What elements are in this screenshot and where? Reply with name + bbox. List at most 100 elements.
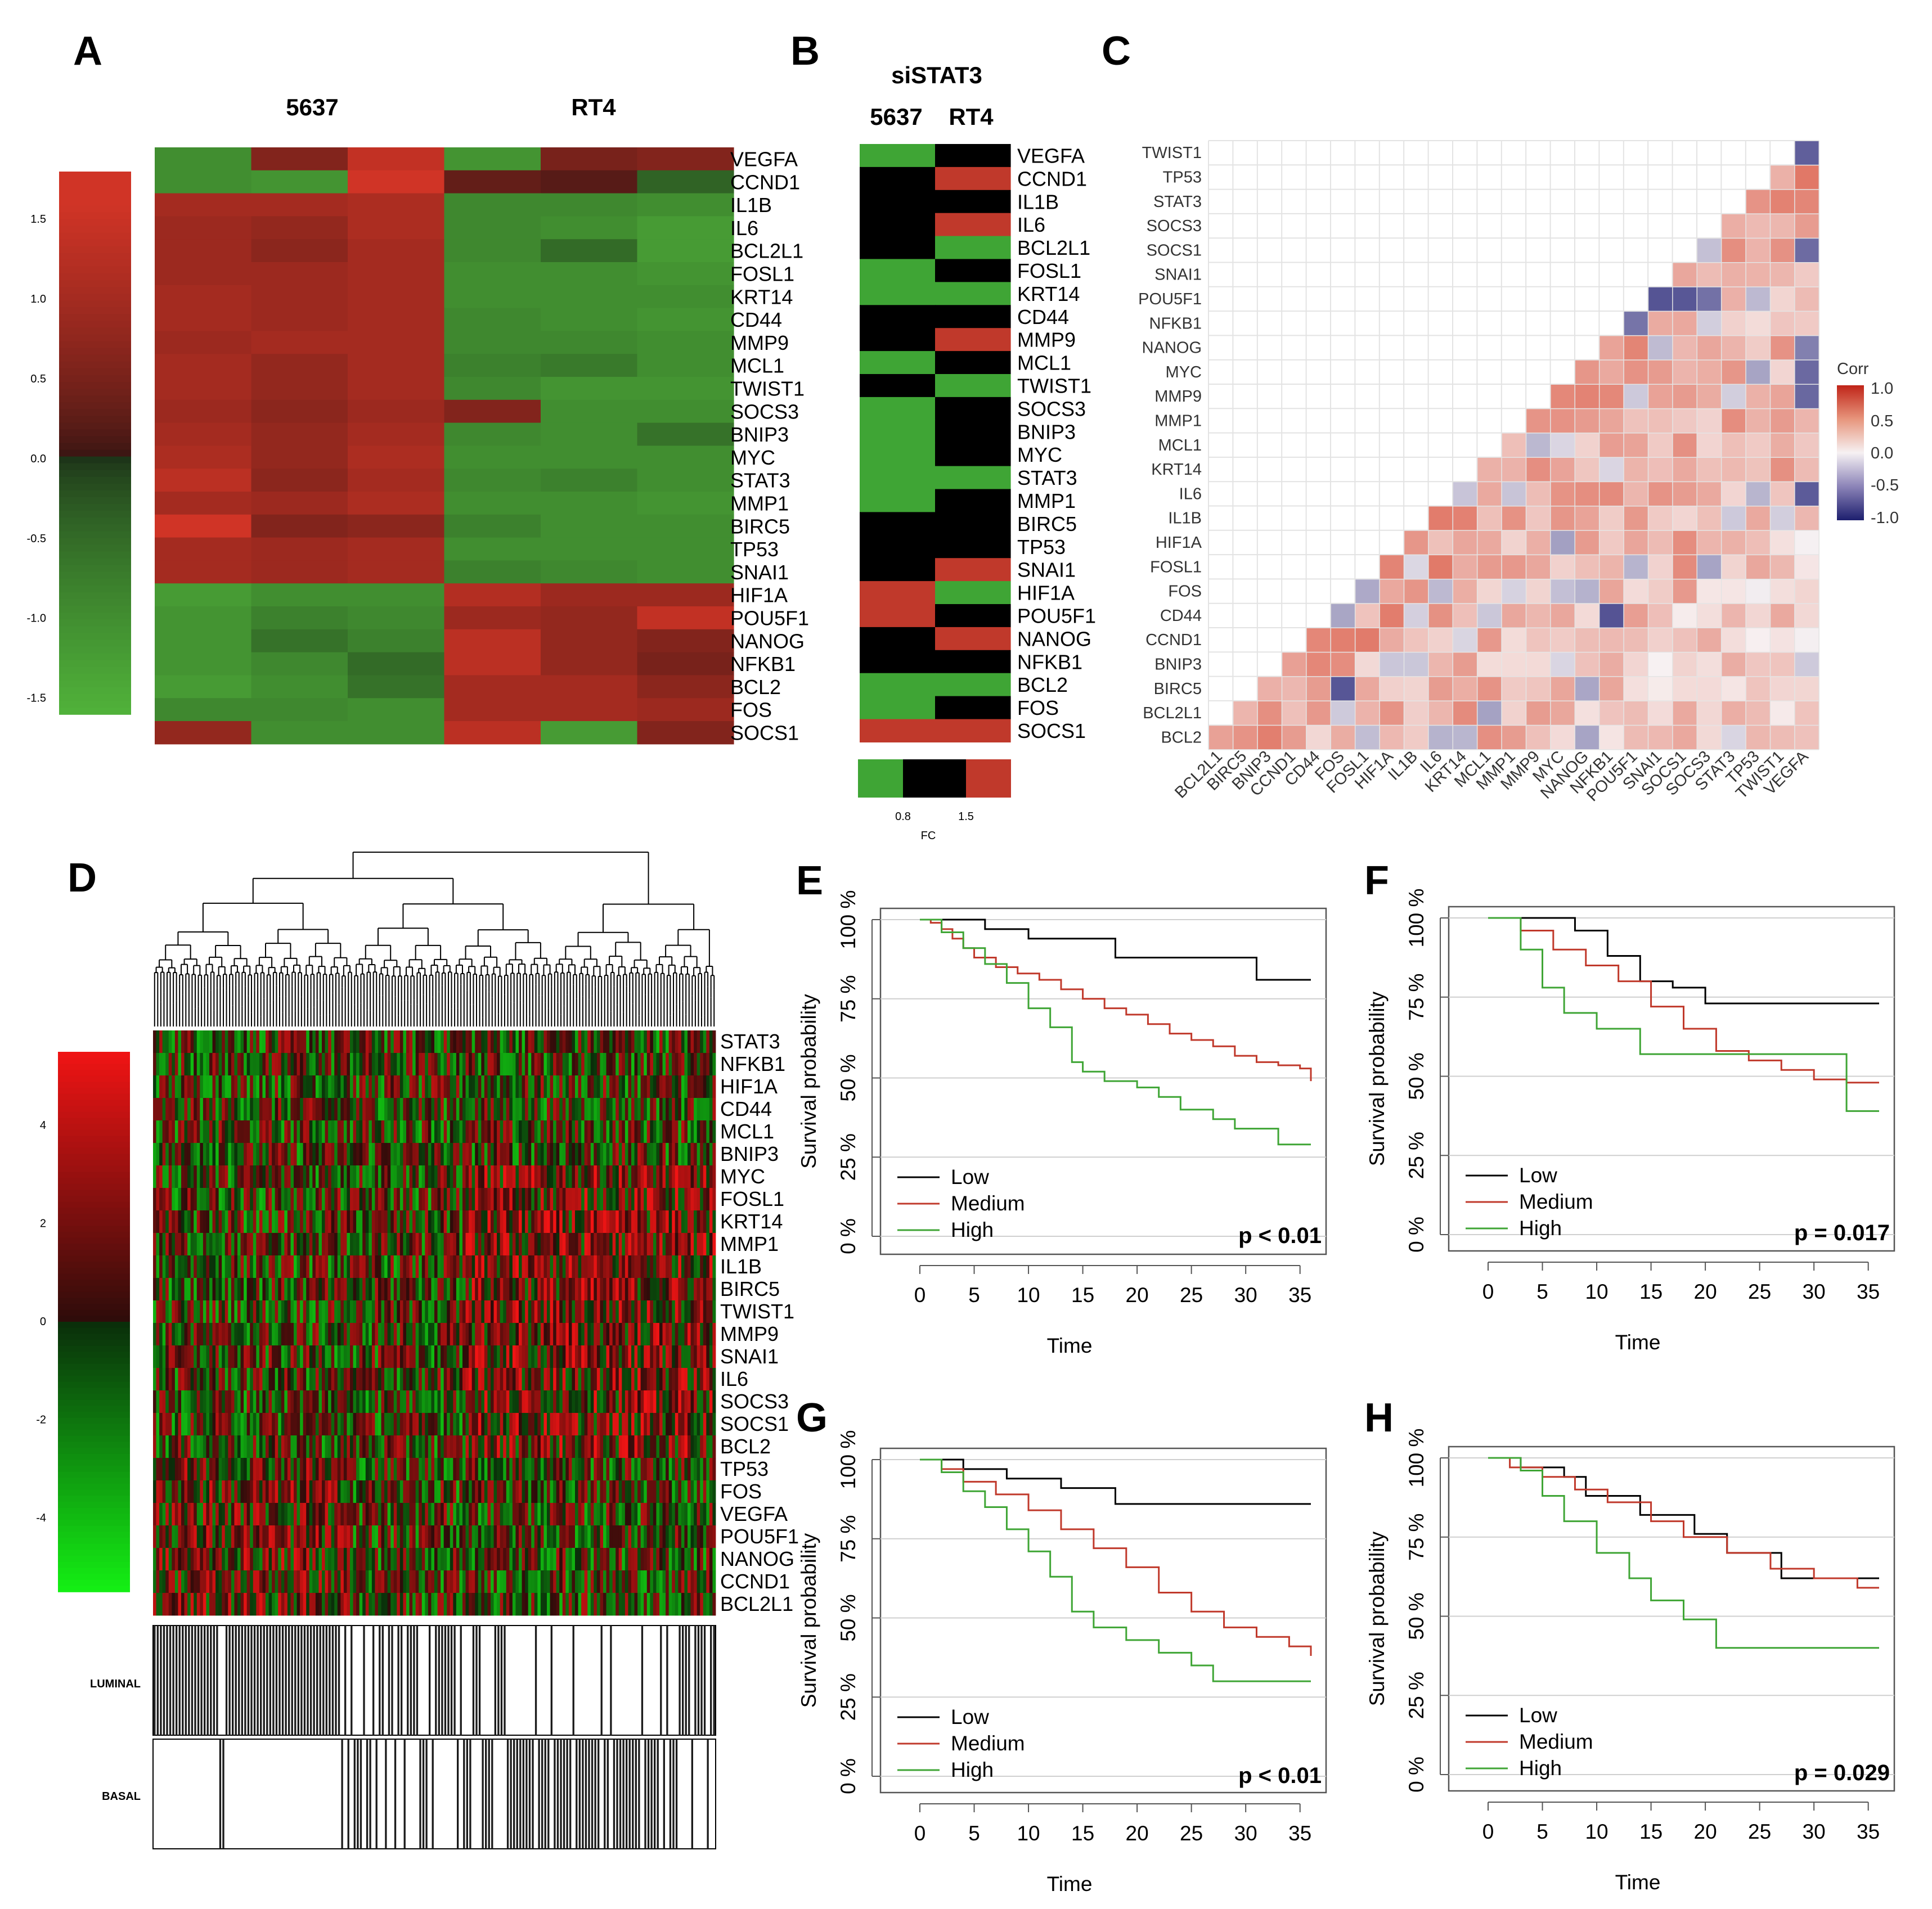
d-cell — [399, 1413, 403, 1436]
d-cell — [272, 1345, 276, 1368]
d-cell — [190, 1210, 194, 1233]
d-cell — [456, 1233, 460, 1256]
d-cell — [565, 1210, 569, 1233]
d-cell — [187, 1300, 191, 1323]
c-cell — [1428, 677, 1453, 701]
d-cell — [568, 1030, 572, 1053]
d-cell — [165, 1188, 169, 1211]
a-cell — [541, 354, 638, 377]
d-cell — [481, 1255, 485, 1278]
d-cell — [244, 1233, 248, 1256]
d-cell — [200, 1210, 204, 1233]
a-cell — [541, 239, 638, 263]
d-cell — [246, 1143, 250, 1166]
d-cell — [343, 1143, 347, 1166]
d-cell — [362, 1368, 366, 1391]
d-cell — [343, 1435, 347, 1458]
d-cell — [624, 1233, 628, 1256]
d-cell — [278, 1143, 282, 1166]
d-cell — [268, 1278, 272, 1301]
d-cell — [187, 1098, 191, 1121]
c-cell — [1624, 409, 1648, 433]
d-cell — [303, 1323, 307, 1346]
d-cell — [190, 1233, 194, 1256]
d-cell — [218, 1435, 222, 1458]
d-cell — [606, 1120, 610, 1143]
d-cell — [428, 1120, 432, 1143]
d-cell — [196, 1255, 200, 1278]
a-colorbar-tick: 0.5 — [30, 373, 46, 385]
d-cell — [331, 1120, 335, 1143]
d-cell — [706, 1053, 710, 1076]
d-cell — [359, 1188, 363, 1211]
d-cell — [215, 1188, 219, 1211]
d-cell — [331, 1323, 335, 1346]
c-cell — [1648, 312, 1673, 335]
d-cell — [256, 1030, 260, 1053]
c-cell — [1477, 530, 1502, 555]
d-cell — [678, 1255, 682, 1278]
d-cell — [459, 1255, 463, 1278]
c-cell — [1624, 652, 1648, 677]
d-cell — [437, 1120, 441, 1143]
d-cell — [153, 1233, 156, 1256]
d-cell — [237, 1120, 241, 1143]
d-cell — [562, 1413, 566, 1436]
d-cell — [540, 1368, 544, 1391]
d-cell — [234, 1120, 238, 1143]
d-cell — [672, 1368, 676, 1391]
d-cell — [378, 1323, 381, 1346]
d-cell — [347, 1143, 351, 1166]
d-cell — [462, 1210, 466, 1233]
c-cell — [1795, 165, 1819, 190]
d-cell — [406, 1030, 410, 1053]
d-cell — [512, 1300, 516, 1323]
d-cell — [331, 1188, 335, 1211]
a-colorbar-step — [59, 476, 131, 484]
d-cell — [469, 1278, 473, 1301]
d-cell — [240, 1098, 244, 1121]
d-cell — [378, 1210, 381, 1233]
d-cell — [462, 1188, 466, 1211]
d-cell — [690, 1345, 694, 1368]
a-cell — [541, 193, 638, 217]
d-cell — [412, 1390, 416, 1413]
c-cell — [1771, 165, 1795, 190]
b-gene-label: NANOG — [1017, 627, 1091, 650]
d-cell — [666, 1188, 670, 1211]
a-colorbar-step — [59, 429, 131, 437]
d-cell — [703, 1255, 707, 1278]
d-cell — [562, 1368, 566, 1391]
d-cell — [528, 1345, 532, 1368]
d-cell — [250, 1030, 254, 1053]
d-cell — [603, 1323, 606, 1346]
d-cell — [340, 1413, 344, 1436]
d-cell — [562, 1030, 566, 1053]
d-cell — [397, 1435, 401, 1458]
d-cell — [165, 1323, 169, 1346]
d-cell — [222, 1188, 226, 1211]
d-cell — [353, 1053, 357, 1076]
d-cell — [278, 1345, 282, 1368]
d-cell — [694, 1413, 698, 1436]
a-gene-label: IL6 — [730, 217, 758, 240]
d-cell — [209, 1188, 213, 1211]
d-cell — [646, 1233, 650, 1256]
d-cell — [659, 1300, 663, 1323]
d-cell — [353, 1323, 357, 1346]
d-cell — [441, 1390, 444, 1413]
d-cell — [187, 1233, 191, 1256]
c-cell — [1599, 360, 1624, 384]
d-cell — [246, 1345, 250, 1368]
d-cell — [240, 1210, 244, 1233]
d-cell — [572, 1075, 576, 1098]
c-cell — [1624, 677, 1648, 701]
fc-tick-0: 0.8 — [895, 811, 911, 823]
d-cell — [206, 1165, 210, 1188]
d-cell — [187, 1278, 191, 1301]
d-cell — [415, 1278, 419, 1301]
d-cell — [684, 1210, 688, 1233]
panel-letter-h: H — [1364, 1395, 1394, 1440]
d-cell — [547, 1053, 550, 1076]
d-cell — [465, 1390, 469, 1413]
